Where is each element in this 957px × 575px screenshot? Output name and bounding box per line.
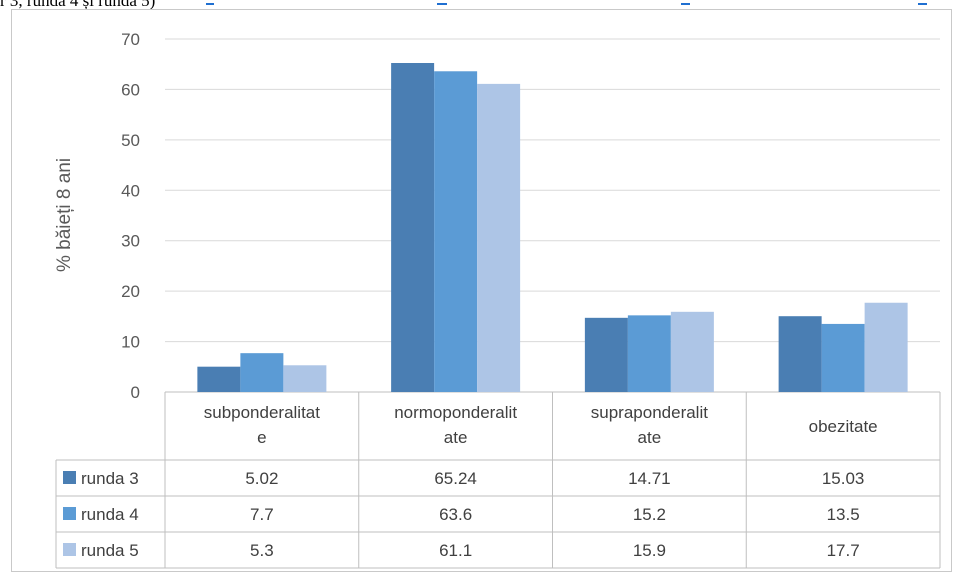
table-value-runda-3-1: 65.24 (434, 469, 477, 488)
y-axis-label: % băieți 8 ani (54, 158, 75, 272)
bar-runda-5-2 (670, 311, 714, 392)
y-tick-label-10: 10 (121, 333, 140, 352)
chart-frame (11, 9, 952, 572)
legend-label-runda-3: runda 3 (81, 469, 139, 488)
page-header-fragment: r 3, runda 4 și runda 5) (0, 0, 957, 14)
table-value-runda-3-0: 5.02 (245, 469, 278, 488)
legend-key-runda-4 (63, 507, 76, 520)
table-value-runda-4-1: 63.6 (439, 505, 472, 524)
category-label-3: obezitate (809, 417, 878, 436)
y-tick-label-60: 60 (121, 80, 140, 99)
bar-runda-4-0 (240, 353, 284, 392)
bar-runda-5-0 (283, 365, 327, 392)
table-value-runda-3-2: 14.71 (628, 469, 671, 488)
legend-label-runda-4: runda 4 (81, 505, 139, 524)
bar-runda-5-1 (477, 83, 521, 392)
table-value-runda-4-2: 15.2 (633, 505, 666, 524)
header-text: r 3, runda 4 și runda 5) (0, 0, 156, 10)
bar-runda-5-3 (864, 302, 908, 392)
legend-key-runda-3 (63, 471, 76, 484)
table-value-runda-4-3: 13.5 (827, 505, 860, 524)
header-dash-1 (206, 3, 214, 5)
table-value-runda-5-3: 17.7 (827, 541, 860, 560)
bar-runda-3-2 (584, 317, 628, 392)
legend-key-runda-5 (63, 543, 76, 556)
table-value-runda-5-0: 5.3 (250, 541, 274, 560)
table-value-runda-3-3: 15.03 (822, 469, 865, 488)
bar-runda-4-1 (434, 71, 478, 392)
y-tick-label-50: 50 (121, 131, 140, 150)
bar-runda-3-3 (778, 316, 822, 392)
table-value-runda-5-2: 15.9 (633, 541, 666, 560)
legend-label-runda-5: runda 5 (81, 541, 139, 560)
bar-runda-4-3 (821, 323, 865, 392)
header-dash-4 (918, 3, 927, 5)
category-label-2: supraponderalit ate (591, 403, 708, 447)
bar-runda-3-0 (197, 366, 241, 392)
header-dash-2 (437, 3, 447, 5)
category-label-1: normoponderalit ate (394, 403, 517, 447)
table-value-runda-4-0: 7.7 (250, 505, 274, 524)
bar-runda-4-2 (627, 315, 671, 392)
y-tick-label-40: 40 (121, 181, 140, 200)
y-tick-label-20: 20 (121, 282, 140, 301)
y-tick-label-70: 70 (121, 30, 140, 49)
header-dash-3 (681, 3, 690, 5)
bar-runda-3-1 (391, 63, 435, 393)
category-label-0: subponderalitat e (204, 403, 321, 447)
y-tick-label-30: 30 (121, 232, 140, 251)
table-value-runda-5-1: 61.1 (439, 541, 472, 560)
y-tick-label-0: 0 (131, 383, 140, 402)
